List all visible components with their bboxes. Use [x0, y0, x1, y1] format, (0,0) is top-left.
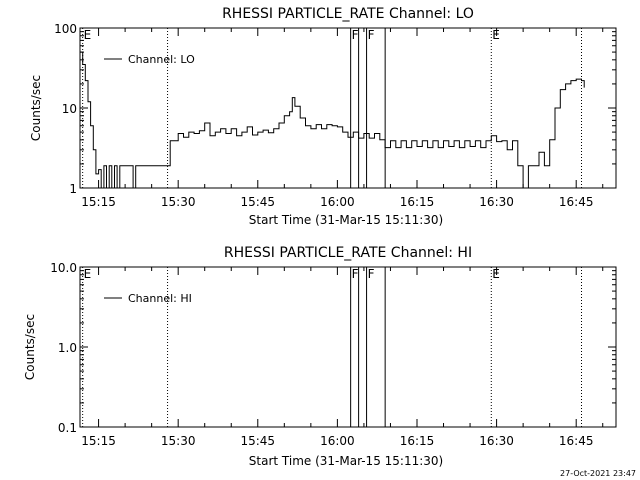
panel-hi-legend-label: Channel: HI	[128, 292, 192, 305]
panel-hi-event-marker-label: F	[368, 267, 375, 281]
panel-lo-x-tick-label: 15:45	[240, 195, 275, 209]
panel-lo-title: RHESSI PARTICLE_RATE Channel: LO	[222, 6, 474, 22]
panel-lo-x-tick-label: 16:00	[320, 195, 355, 209]
panel-hi-plot-group: 0.1 1.0 10.0 15:15 15:30 15:45 16:00 16:15 16:30…	[50, 261, 617, 448]
panel-lo-xlabel: Start Time (31-Mar-15 15:11:30)	[249, 213, 443, 227]
panel-hi-y-tick-label: 10.0	[50, 261, 77, 275]
panel-hi-x-tick-label: 15:30	[161, 434, 196, 448]
panel-hi-y-tick-label: 0.1	[58, 421, 77, 435]
panel-hi-xlabel: Start Time (31-Mar-15 15:11:30)	[249, 454, 443, 468]
panel-lo-event-marker-label: F	[368, 28, 375, 42]
panel-lo-event-marker-label: F	[352, 28, 359, 42]
panel-hi-event-marker-label: E	[492, 267, 500, 281]
panel-hi-x-tick-label: 16:45	[559, 434, 594, 448]
panel-hi-title: RHESSI PARTICLE_RATE Channel: HI	[224, 245, 472, 261]
panel-lo-y-tick-label: 1	[69, 182, 77, 196]
panel-lo-plot-group: 1 10 100 15:15 15:30 15:45 16:00 16:15 16:30 16:4…	[54, 22, 617, 209]
footer-timestamp: 27-Oct-2021 23:47	[560, 469, 636, 478]
panel-lo: RHESSI PARTICLE_RATE Channel: LO Counts/…	[29, 6, 617, 227]
panel-hi-x-tick-label: 16:00	[320, 434, 355, 448]
panel-lo-x-tick-label: 16:30	[479, 195, 514, 209]
panel-hi-event-marker-label: E	[84, 267, 92, 281]
panel-hi-ylabel: Counts/sec	[23, 314, 37, 380]
panel-hi-x-tick-label: 16:30	[479, 434, 514, 448]
panel-lo-event-marker-label: E	[84, 28, 92, 42]
panel-hi-event-marker-label: F	[352, 267, 359, 281]
panel-lo-legend-label: Channel: LO	[128, 53, 195, 66]
panel-lo-y-tick-label: 100	[54, 22, 77, 36]
panel-lo-event-marker-label: E	[492, 28, 500, 42]
panel-lo-x-tick-label: 15:30	[161, 195, 196, 209]
panel-lo-ylabel: Counts/sec	[29, 75, 43, 141]
panel-lo-series-line	[80, 51, 585, 189]
panel-lo-x-tick-label: 16:45	[559, 195, 594, 209]
panel-hi-y-tick-label: 1.0	[58, 341, 77, 355]
panel-hi-x-tick-label: 15:45	[240, 434, 275, 448]
panel-lo-x-tick-label: 15:15	[81, 195, 116, 209]
panel-lo-x-tick-label: 16:15	[400, 195, 435, 209]
panel-hi-x-tick-label: 16:15	[400, 434, 435, 448]
panel-hi: RHESSI PARTICLE_RATE Channel: HI Counts/…	[23, 245, 617, 468]
panel-lo-y-tick-label: 10	[62, 102, 77, 116]
panel-hi-x-tick-label: 15:15	[81, 434, 116, 448]
